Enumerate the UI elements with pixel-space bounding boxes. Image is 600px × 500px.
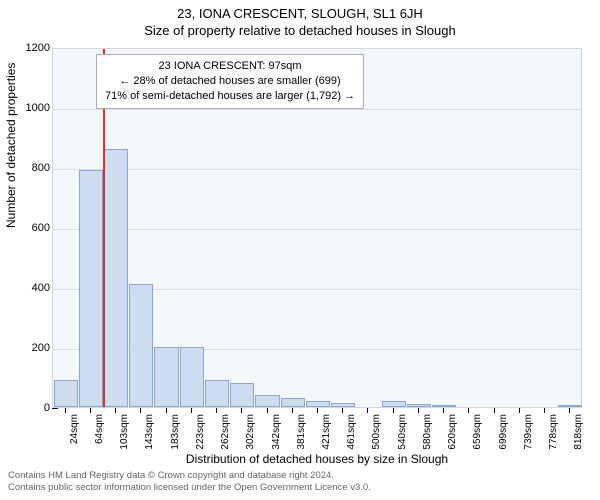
footer: Contains HM Land Registry data © Crown c… <box>8 470 371 495</box>
y-axis-label: Number of detached properties <box>4 63 18 228</box>
x-tick-label: 183sqm <box>170 414 181 450</box>
bar <box>104 149 128 407</box>
x-tick-mark <box>140 408 141 413</box>
y-tick-label: 200 <box>32 342 50 354</box>
bar <box>407 404 431 407</box>
x-tick-label: 381sqm <box>296 414 307 450</box>
x-tick-label: 24sqm <box>69 414 80 444</box>
x-tick-label: 143sqm <box>144 414 155 450</box>
x-tick-mark <box>115 408 116 413</box>
info-line-1: 23 IONA CRESCENT: 97sqm <box>105 59 355 74</box>
x-tick-mark <box>519 408 520 413</box>
x-tick-label: 223sqm <box>195 414 206 450</box>
y-tick-label: 1200 <box>26 42 50 54</box>
gridline <box>53 229 581 230</box>
x-tick-mark <box>216 408 217 413</box>
bar <box>255 395 279 407</box>
bar <box>306 401 330 407</box>
bar <box>129 284 153 407</box>
x-tick-mark <box>292 408 293 413</box>
x-tick-label: 620sqm <box>447 414 458 450</box>
y-tick-label: 1000 <box>26 102 50 114</box>
bar <box>432 405 456 407</box>
x-tick-mark <box>393 408 394 413</box>
y-tick-label: 0 <box>44 402 50 414</box>
x-tick-label: 342sqm <box>271 414 282 450</box>
x-tick-mark <box>367 408 368 413</box>
bar <box>558 405 582 407</box>
x-tick-label: 580sqm <box>422 414 433 450</box>
bar <box>79 170 103 407</box>
x-tick-mark <box>494 408 495 413</box>
info-box: 23 IONA CRESCENT: 97sqm ← 28% of detache… <box>96 54 364 109</box>
page-title: 23, IONA CRESCENT, SLOUGH, SL1 6JH <box>0 0 600 21</box>
y-axis: 020040060080010001200 <box>20 48 52 408</box>
bar <box>331 403 355 408</box>
x-tick-label: 699sqm <box>498 414 509 450</box>
x-tick-mark <box>241 408 242 413</box>
y-tick-label: 600 <box>32 222 50 234</box>
x-tick-label: 739sqm <box>523 414 534 450</box>
page-subtitle: Size of property relative to detached ho… <box>0 21 600 38</box>
x-tick-label: 461sqm <box>346 414 357 450</box>
x-tick-label: 302sqm <box>245 414 256 450</box>
bar <box>281 398 305 407</box>
bar <box>230 383 254 407</box>
x-tick-mark <box>166 408 167 413</box>
x-tick-mark <box>544 408 545 413</box>
gridline <box>53 109 581 110</box>
x-tick-mark <box>90 408 91 413</box>
bar <box>382 401 406 407</box>
info-line-3: 71% of semi-detached houses are larger (… <box>105 89 355 104</box>
x-tick-mark <box>569 408 570 413</box>
bar <box>180 347 204 407</box>
bar <box>205 380 229 407</box>
y-tick-label: 800 <box>32 162 50 174</box>
x-tick-label: 103sqm <box>119 414 130 450</box>
x-tick-label: 818sqm <box>573 414 584 450</box>
x-tick-label: 778sqm <box>548 414 559 450</box>
footer-line-2: Contains public sector information licen… <box>8 482 371 494</box>
x-tick-mark <box>418 408 419 413</box>
x-tick-mark <box>65 408 66 413</box>
x-tick-label: 540sqm <box>397 414 408 450</box>
x-axis-label: Distribution of detached houses by size … <box>52 452 582 466</box>
x-tick-label: 262sqm <box>220 414 231 450</box>
x-tick-mark <box>191 408 192 413</box>
bar <box>54 380 78 407</box>
footer-line-1: Contains HM Land Registry data © Crown c… <box>8 470 371 482</box>
info-line-2: ← 28% of detached houses are smaller (69… <box>105 74 355 89</box>
chart-area: 23 IONA CRESCENT: 97sqm ← 28% of detache… <box>52 48 582 408</box>
x-tick-mark <box>267 408 268 413</box>
bar <box>154 347 178 407</box>
x-tick-mark <box>342 408 343 413</box>
y-tick-label: 400 <box>32 282 50 294</box>
x-tick-mark <box>443 408 444 413</box>
x-tick-label: 500sqm <box>371 414 382 450</box>
x-tick-label: 659sqm <box>472 414 483 450</box>
x-tick-mark <box>317 408 318 413</box>
x-tick-mark <box>468 408 469 413</box>
x-tick-label: 421sqm <box>321 414 332 450</box>
x-tick-label: 64sqm <box>94 414 105 444</box>
gridline <box>53 169 581 170</box>
